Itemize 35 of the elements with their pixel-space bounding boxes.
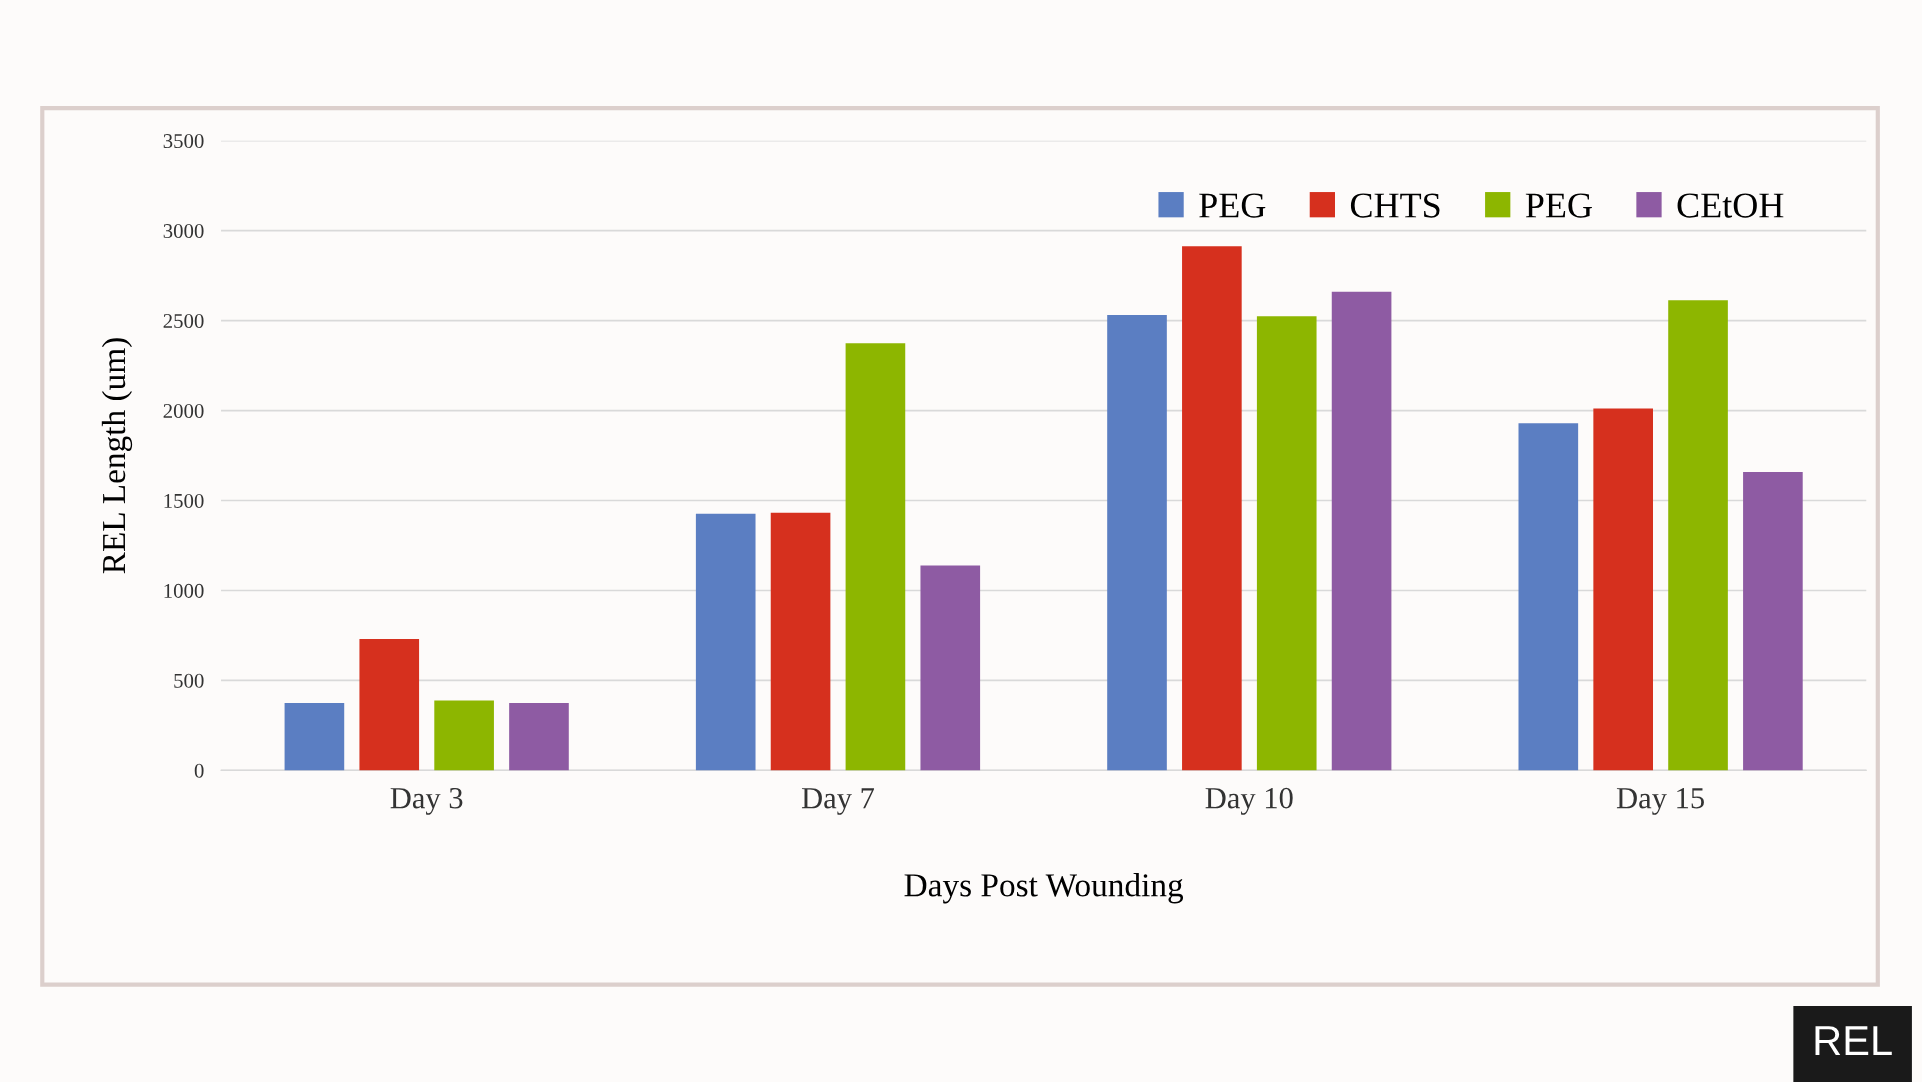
bar [1256,316,1317,771]
bar [920,565,981,771]
y-tick-label: 1000 [164,583,204,598]
legend-label: PEG [1199,193,1266,218]
x-tick-label: Day 7 [801,788,875,815]
bar [1182,246,1242,771]
y-tick-label: 500 [174,673,204,688]
bar [770,512,831,771]
bar [1743,472,1803,771]
y-tick-label: 1500 [164,493,204,508]
legend-label: PEG [1525,193,1592,218]
bar [359,639,420,771]
bar [1593,408,1653,771]
text: REL [1815,1026,1892,1055]
bar [284,702,345,771]
y-axis-title: REL Length (um) [101,338,133,574]
legend-label: CEtOH [1677,193,1784,218]
x-tick-label: Day 15 [1616,788,1704,815]
bar [1518,423,1579,771]
bar [695,513,756,771]
bar [1331,291,1392,771]
y-tick-label: 2000 [163,403,204,418]
y-tick-label: 3000 [163,223,204,239]
y-tick-label: 2500 [163,313,204,329]
y-tick-label: 0 [194,763,204,778]
x-axis-title: Days Post Wounding [904,873,1184,904]
x-tick-label: Day 3 [390,787,463,815]
bar [509,702,569,771]
legend-label: CHTS [1350,193,1440,218]
bar [845,343,906,771]
bar [1107,315,1167,771]
y-tick-label: 3500 [163,134,204,149]
bar [1668,300,1728,771]
x-tick-label: Day 10 [1205,787,1293,815]
bar [434,700,494,771]
